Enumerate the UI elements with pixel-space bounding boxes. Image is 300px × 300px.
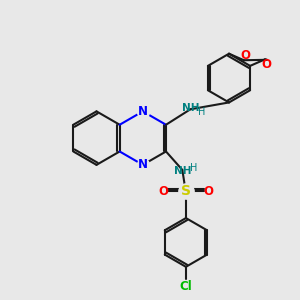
Text: O: O — [158, 185, 168, 198]
Text: NH: NH — [182, 103, 200, 113]
Text: NH: NH — [174, 166, 192, 176]
Text: O: O — [261, 58, 271, 70]
Text: Cl: Cl — [179, 280, 192, 292]
Text: O: O — [240, 49, 250, 62]
Text: H: H — [190, 163, 197, 173]
Text: S: S — [181, 184, 191, 198]
Text: N: N — [138, 158, 148, 171]
Text: H: H — [198, 107, 206, 117]
Text: N: N — [138, 105, 148, 118]
Text: O: O — [203, 185, 214, 198]
